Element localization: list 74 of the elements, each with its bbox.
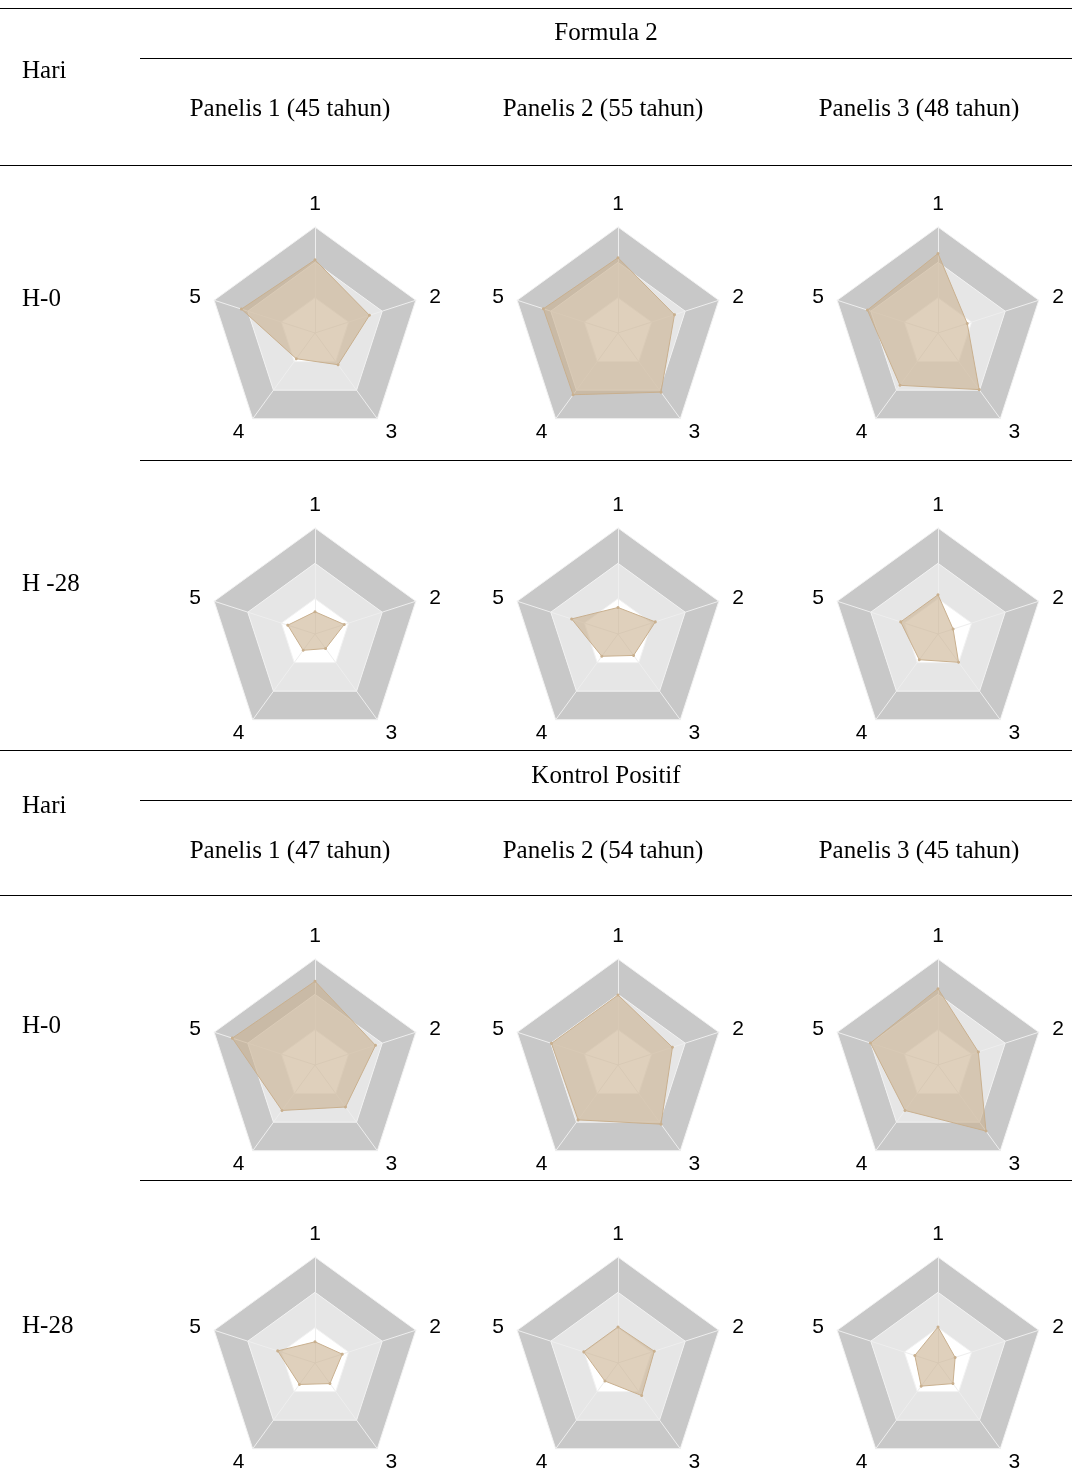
text: Formula 2 — [553, 18, 659, 46]
spoke-label: 2 — [1052, 585, 1064, 609]
spoke-label: 1 — [612, 923, 624, 946]
spoke-label: 1 — [309, 492, 321, 515]
spoke-label: 2 — [1052, 284, 1064, 308]
text: Kontrol Positif — [530, 761, 682, 789]
spoke-label: 4 — [232, 1150, 245, 1174]
spoke-label: 1 — [309, 923, 321, 946]
spoke-label: 1 — [612, 191, 624, 214]
spoke-label: 4 — [855, 418, 868, 442]
spoke-label: 5 — [812, 1314, 824, 1338]
text: H-0 — [22, 284, 61, 312]
spoke-label: 5 — [812, 284, 824, 308]
spoke-label: 3 — [688, 1448, 701, 1472]
text: Panelis 1 (45 tahun) — [188, 94, 392, 122]
spoke-label: 5 — [492, 1016, 504, 1040]
spoke-label: 3 — [1008, 719, 1021, 743]
spoke-label: 3 — [385, 1150, 398, 1174]
spoke-label: 2 — [429, 585, 441, 609]
spoke-label: 5 — [812, 1016, 824, 1040]
text: Panelis 1 (47 tahun) — [188, 836, 392, 864]
spoke-label: 2 — [732, 1016, 744, 1040]
spoke-label: 5 — [492, 284, 504, 308]
spoke-label: 4 — [232, 1448, 245, 1472]
spoke-label: 1 — [932, 492, 944, 515]
spoke-label: 1 — [309, 1221, 321, 1244]
spoke-label: 1 — [932, 191, 944, 214]
spoke-label: 3 — [1008, 1448, 1021, 1472]
spoke-label: 4 — [535, 418, 548, 442]
spoke-label: 1 — [932, 923, 944, 946]
spoke-label: 3 — [688, 1150, 701, 1174]
spoke-label: 4 — [535, 1448, 548, 1472]
spoke-label: 3 — [1008, 418, 1021, 442]
text: Hari — [22, 56, 67, 84]
spoke-label: 1 — [309, 191, 321, 214]
spoke-label: 4 — [232, 719, 245, 743]
spoke-label: 2 — [429, 1016, 441, 1040]
spoke-label: 4 — [535, 1150, 548, 1174]
spoke-label: 5 — [189, 585, 201, 609]
spoke-label: 3 — [1008, 1150, 1021, 1174]
spoke-label: 5 — [189, 284, 201, 308]
spoke-label: 2 — [1052, 1016, 1064, 1040]
text: Panelis 3 (48 tahun) — [817, 94, 1021, 122]
spoke-label: 1 — [612, 1221, 624, 1244]
text: H -28 — [22, 569, 80, 597]
text: Panelis 2 (54 tahun) — [501, 836, 705, 864]
spoke-label: 4 — [855, 719, 868, 743]
spoke-label: 4 — [855, 1150, 868, 1174]
spoke-label: 5 — [492, 1314, 504, 1338]
spoke-label: 3 — [385, 719, 398, 743]
spoke-label: 2 — [429, 284, 441, 308]
spoke-label: 3 — [385, 1448, 398, 1472]
text: H-0 — [22, 1011, 61, 1039]
spoke-label: 2 — [429, 1314, 441, 1338]
text: Panelis 2 (55 tahun) — [501, 94, 705, 122]
spoke-label: 5 — [812, 585, 824, 609]
spoke-label: 1 — [612, 492, 624, 515]
spoke-label: 4 — [232, 418, 245, 442]
text: Panelis 3 (45 tahun) — [817, 836, 1021, 864]
spoke-label: 2 — [732, 1314, 744, 1338]
spoke-label: 3 — [385, 418, 398, 442]
spoke-label: 3 — [688, 719, 701, 743]
spoke-label: 4 — [535, 719, 548, 743]
spoke-label: 1 — [932, 1221, 944, 1244]
spoke-label: 5 — [189, 1314, 201, 1338]
spoke-label: 5 — [189, 1016, 201, 1040]
spoke-label: 2 — [1052, 1314, 1064, 1338]
text: H-28 — [22, 1311, 74, 1339]
spoke-label: 3 — [688, 418, 701, 442]
spoke-label: 2 — [732, 585, 744, 609]
text: Hari — [22, 791, 67, 819]
spoke-label: 4 — [855, 1448, 868, 1472]
spoke-label: 2 — [732, 284, 744, 308]
spoke-label: 5 — [492, 585, 504, 609]
